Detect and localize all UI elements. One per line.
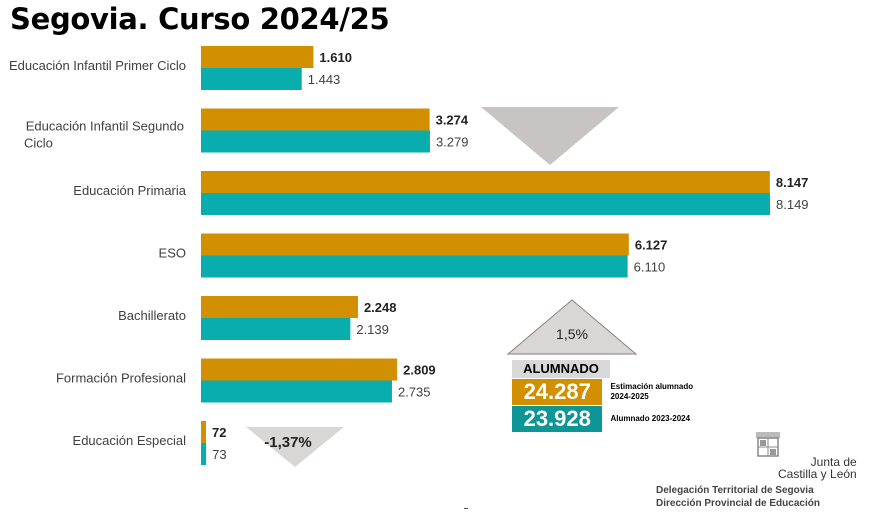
summary-label-2024-2025: Estimación alumnado 2024-2025 bbox=[610, 382, 694, 401]
bar-0-4 bbox=[201, 296, 358, 318]
bar-1-4 bbox=[201, 318, 351, 340]
category-label-3: ESO bbox=[159, 246, 186, 261]
summary-total-2024-2025: 24.287 bbox=[512, 379, 603, 405]
summary-label-2023-2024: Alumnado 2023-2024 bbox=[610, 414, 691, 423]
value-label-0-1: 3.274 bbox=[436, 113, 469, 128]
org-line-2: Castilla y León bbox=[778, 467, 857, 481]
category-label-0: Educación Infantil Primer Ciclo bbox=[9, 58, 186, 73]
value-label-1-6: 73 bbox=[212, 447, 226, 462]
summary-row-2023-2024: 23.928 Alumnado 2023-2024 bbox=[512, 406, 712, 432]
department-line-1: Delegación Territorial de Segovia bbox=[656, 485, 814, 496]
value-label-1-2: 8.149 bbox=[776, 197, 809, 212]
value-label-0-5: 2.809 bbox=[403, 363, 436, 378]
bar-0-1 bbox=[201, 108, 430, 131]
value-label-1-5: 2.735 bbox=[398, 385, 431, 400]
value-label-1-1: 3.279 bbox=[436, 135, 469, 150]
bar-0-5 bbox=[201, 358, 398, 381]
bar-0-2 bbox=[201, 171, 770, 193]
bar-1-6 bbox=[201, 443, 207, 465]
category-label-1-line2: Ciclo bbox=[24, 136, 53, 151]
coat-of-arms-icon bbox=[756, 432, 780, 457]
bar-0-6 bbox=[201, 421, 207, 443]
value-label-1-4: 2.139 bbox=[356, 322, 389, 337]
summary-row-2024-2025: 24.287 Estimación alumnado 2024-2025 bbox=[512, 379, 712, 405]
org-line-1: Junta de bbox=[810, 455, 857, 469]
value-label-0-6: 72 bbox=[212, 425, 226, 440]
bar-1-0 bbox=[201, 68, 302, 90]
bar-0-3 bbox=[201, 233, 629, 256]
bar-1-2 bbox=[201, 193, 770, 215]
org-name: Junta de Castilla y León bbox=[778, 456, 857, 480]
annotation-triangle-2 bbox=[246, 427, 344, 467]
annotation-triangle-1 bbox=[506, 299, 638, 355]
department-name: Delegación Territorial de Segovia Direcc… bbox=[656, 484, 820, 510]
category-label-2: Educación Primaria bbox=[73, 183, 186, 198]
annotation-label-increase: 1,5% bbox=[556, 326, 588, 342]
annotation-label-decrease: -1,37% bbox=[264, 434, 312, 451]
value-label-0-2: 8.147 bbox=[776, 175, 809, 190]
bar-1-1 bbox=[201, 130, 430, 153]
summary-panel: ALUMNADO 24.287 Estimación alumnado 2024… bbox=[512, 360, 712, 432]
category-label-5: Formación Profesional bbox=[56, 371, 186, 386]
value-label-1-3: 6.110 bbox=[634, 260, 666, 275]
page-mark bbox=[464, 508, 468, 509]
value-label-0-0: 1.610 bbox=[319, 50, 352, 65]
chart-title: Segovia. Curso 2024/25 bbox=[10, 2, 390, 36]
summary-header: ALUMNADO bbox=[512, 360, 610, 378]
value-label-1-0: 1.443 bbox=[308, 72, 341, 87]
category-label-6: Educación Especial bbox=[73, 433, 187, 448]
annotation-triangle-0 bbox=[481, 107, 619, 165]
bar-1-3 bbox=[201, 255, 628, 278]
category-label-4: Bachillerato bbox=[118, 308, 186, 323]
bar-1-5 bbox=[201, 380, 392, 403]
bar-0-0 bbox=[201, 46, 314, 68]
department-line-2: Dirección Provincial de Educación bbox=[656, 498, 820, 509]
summary-total-2023-2024: 23.928 bbox=[512, 406, 603, 432]
category-label-1-line1: Educación Infantil Segundo bbox=[26, 119, 184, 134]
value-label-0-3: 6.127 bbox=[635, 238, 668, 253]
value-label-0-4: 2.248 bbox=[364, 300, 397, 315]
